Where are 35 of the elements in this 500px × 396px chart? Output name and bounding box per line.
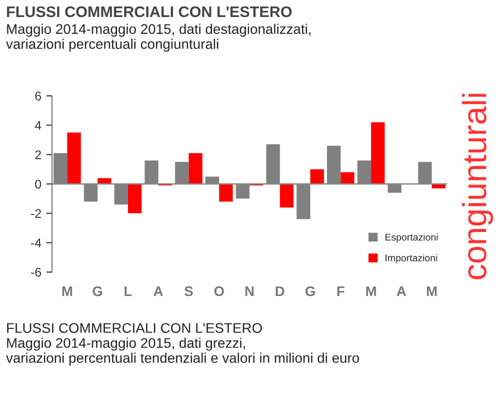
y-tick-label: -4 — [31, 238, 42, 248]
y-tick-label: 6 — [35, 92, 42, 100]
x-tick-label: N — [245, 286, 254, 296]
bar — [371, 122, 385, 184]
bar — [188, 153, 202, 184]
x-tick-label: G — [305, 286, 315, 296]
y-tick-label: 2 — [35, 150, 41, 160]
x-tick-label: G — [92, 286, 102, 296]
y-tick-label: -2 — [31, 209, 41, 218]
legend-label: Importazioni — [386, 254, 438, 264]
y-tick-label: 0 — [35, 180, 42, 189]
y-tick-label: -6 — [31, 268, 42, 277]
bar — [340, 172, 354, 184]
text: congiunturali — [462, 94, 494, 280]
text: FLUSSI COMMERCIALI CON L'ESTERO Maggio 2014-maggio 2015, dati grezzi, variazioni percentuali tendenziali e valori in milioni di euro — [6, 323, 359, 366]
bar — [128, 184, 142, 214]
legend-label: Esportazioni — [386, 233, 438, 243]
bar — [310, 169, 324, 184]
x-tick-label: A — [154, 286, 163, 296]
x-tick-label: A — [396, 286, 406, 296]
x-tick-label: D — [276, 286, 284, 296]
chart-subtitle: Maggio 2014-maggio 2015, dati destagionalizzati, variazioni percentuali congiunturali — [6, 24, 311, 52]
x-tick-label: S — [184, 286, 193, 296]
x-tick-label: F — [337, 286, 344, 296]
x-tick-label: L — [124, 286, 132, 296]
x-tick-label: M — [366, 286, 376, 296]
chart-title: FLUSSI COMMERCIALI CON L'ESTERO — [7, 6, 292, 18]
bar — [280, 184, 294, 208]
x-tick-label: M — [62, 286, 72, 296]
x-tick-label: O — [214, 286, 224, 296]
bar — [432, 184, 446, 188]
bar — [219, 184, 233, 202]
x-tick-label: M — [426, 286, 437, 296]
bar — [67, 132, 81, 184]
y-tick-label: 4 — [34, 121, 42, 130]
